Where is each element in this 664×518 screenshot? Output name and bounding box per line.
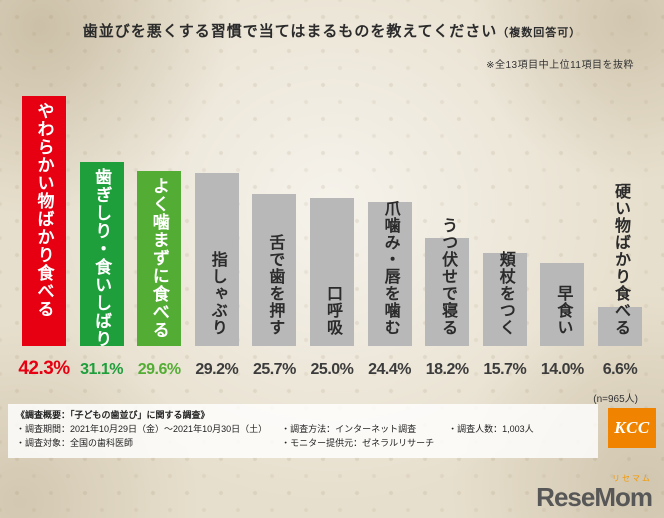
survey-line: ・調査対象：全国の歯科医師 <box>16 437 134 448</box>
bar <box>540 263 585 346</box>
bar-value: 25.0% <box>310 361 354 378</box>
survey-line: ・調査人数：1,003人 <box>448 423 534 434</box>
bar-column: 口呼吸 25.0% <box>309 86 354 378</box>
bar-column: 早食い 14.0% <box>540 86 585 378</box>
bar <box>22 96 66 346</box>
bar-value: 18.2% <box>425 361 469 378</box>
survey-summary: 《調査概要：「子どもの歯並び」に関する調査》 ・調査期間：2021年10月29日… <box>8 404 598 458</box>
bar-chart: やわらかい物ばかり食べる 42.3% 歯ぎしり・食いしばり 31.1% よく噛まずに食べ… <box>18 86 642 379</box>
bar <box>137 171 182 346</box>
bar-column: 歯ぎしり・食いしばり 31.1% <box>79 86 124 378</box>
resemom-kana-label: リセマム <box>612 474 652 483</box>
title-text: 歯並びを悪くする習慣で当てはまるものを教えてください <box>82 23 498 40</box>
bar-label: 歯ぎしり・食いしばり <box>92 168 112 348</box>
excerpt-note: ※全13項目中上位11項目を抜粋 <box>486 60 634 71</box>
bar-value: 25.7% <box>252 361 296 378</box>
bar-value: 42.3% <box>18 358 70 379</box>
survey-column: ・調査方法：インターネット調査・モニター提供元：ゼネラルリサーチ <box>281 423 434 451</box>
sample-size-note: (n=965人) <box>593 394 638 405</box>
bar-label: よく噛まずに食べる <box>149 177 169 339</box>
bar <box>482 253 527 346</box>
bar-value: 15.7% <box>483 361 527 378</box>
bar-label: やわらかい物ばかり食べる <box>34 102 54 318</box>
bar <box>79 162 124 346</box>
bar-value: 29.2% <box>195 361 239 378</box>
bar-value: 29.6% <box>137 361 181 378</box>
survey-line: ・モニター提供元：ゼネラルリサーチ <box>281 437 435 448</box>
bar <box>309 198 354 346</box>
bar-value: 31.1% <box>80 361 124 378</box>
kcc-logo: KCC <box>608 408 656 448</box>
bar-column: よく噛まずに食べる 29.6% <box>137 86 182 378</box>
bar <box>597 307 642 346</box>
bar-label: 口呼吸 <box>323 285 341 336</box>
survey-line: ・調査期間：2021年10月29日（金）～2021年10月30日（土） <box>16 423 268 434</box>
bar-label: 頬杖をつく <box>496 251 514 336</box>
bar-column: 硬い物ばかり食べる 6.6% <box>597 86 642 378</box>
bar-column: 頬杖をつく 15.7% <box>482 86 527 378</box>
survey-column: ・調査期間：2021年10月29日（金）～2021年10月30日（土） ・調査対象… <box>16 423 267 451</box>
title-suffix: （複数回答可） <box>497 27 582 39</box>
page-title: 歯並びを悪くする習慣で当てはまるものを教えてください（複数回答可） <box>0 20 664 41</box>
survey-details: ・調査期間：2021年10月29日（金）～2021年10月30日（土） ・調査対象… <box>16 423 590 451</box>
resemom-logo: リセマム ReseMom <box>536 474 653 512</box>
survey-line: ・調査方法：インターネット調査 <box>281 423 417 434</box>
bar <box>252 194 297 346</box>
bar <box>194 173 239 346</box>
bar-column: うつ伏せで寝る 18.2% <box>425 86 470 378</box>
bar-label: 硬い物ばかり食べる <box>611 183 629 336</box>
bar-column: 爪噛み・唇を噛む 24.4% <box>367 86 412 378</box>
survey-column: ・調査人数：1,003人 <box>448 423 534 451</box>
survey-heading: 《調査概要：「子どもの歯並び」に関する調査》 <box>16 410 210 420</box>
bar-label: 爪噛み・唇を噛む <box>381 200 399 336</box>
bar-value: 14.0% <box>540 361 584 378</box>
bar-label: 指しゃぶり <box>208 251 226 336</box>
bar-label: うつ伏せで寝る <box>439 217 457 336</box>
bar-label: 早食い <box>554 285 572 336</box>
bar-column: 指しゃぶり 29.2% <box>194 86 239 378</box>
bar-value: 24.4% <box>368 361 411 378</box>
bar <box>425 238 470 346</box>
bar-label: 舌で歯を押す <box>266 234 284 336</box>
bar <box>367 202 412 346</box>
resemom-wordmark: ReseMom <box>536 482 653 512</box>
bar-column: 舌で歯を押す 25.7% <box>252 86 297 378</box>
bar-column: やわらかい物ばかり食べる 42.3% <box>18 86 70 379</box>
bar-value: 6.6% <box>602 361 638 378</box>
